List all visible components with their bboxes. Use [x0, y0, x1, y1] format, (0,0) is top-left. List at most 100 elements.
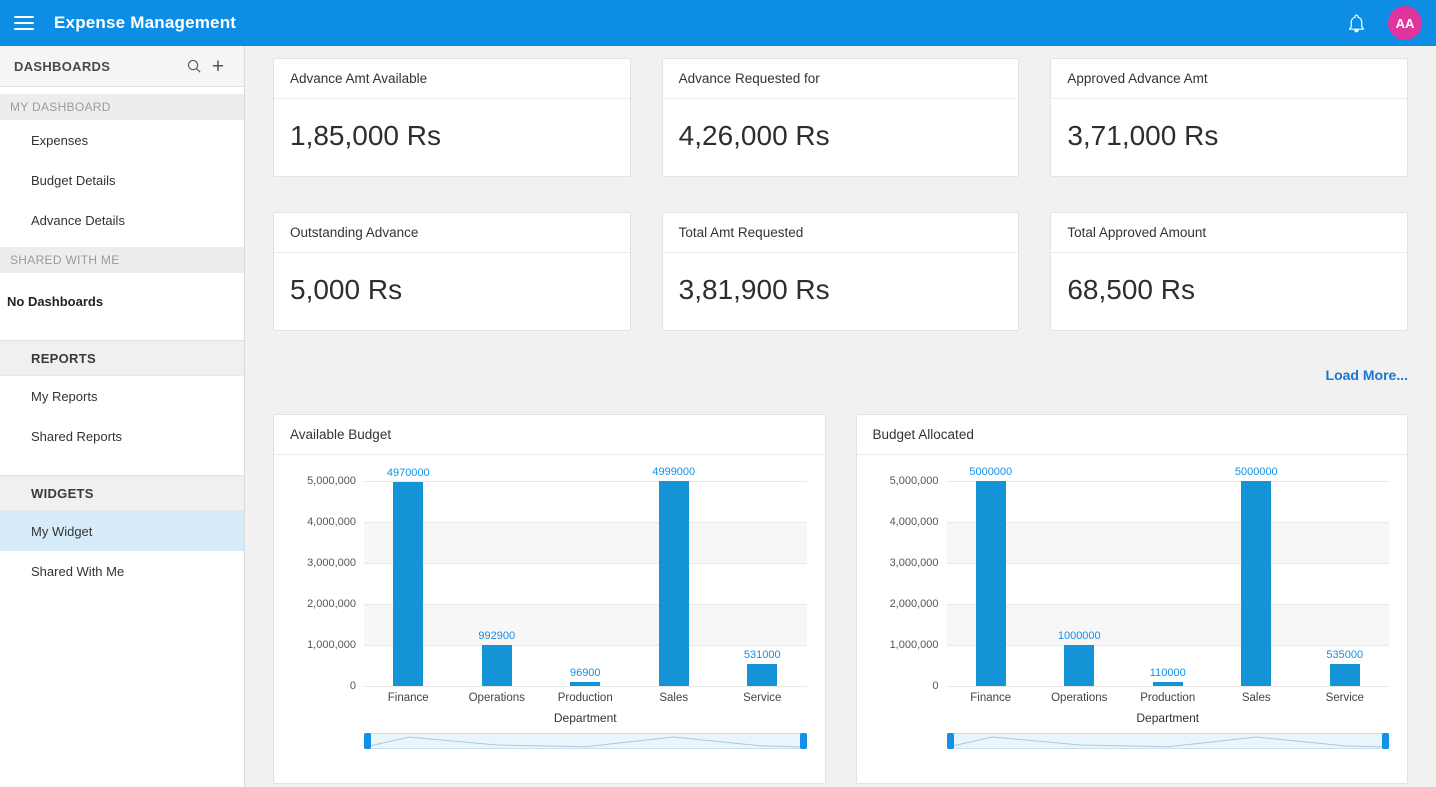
chart-navigator[interactable] [946, 733, 1389, 749]
menu-icon[interactable] [14, 16, 34, 30]
x-tick-label: Operations [468, 692, 525, 704]
widgets-section-header: WIDGETS [0, 475, 244, 511]
x-axis-title: Department [553, 711, 617, 725]
y-tick-label: 0 [932, 680, 939, 692]
sidebar-item-my-reports[interactable]: My Reports [31, 388, 98, 404]
kpi-card-approved-advance-amt: Approved Advance Amt 3,71,000 Rs [1050, 58, 1408, 177]
x-tick-label: Sales [659, 692, 689, 704]
plot-band [946, 604, 1389, 645]
gridline [364, 604, 807, 605]
navigator-left-handle[interactable] [946, 733, 954, 749]
kpi-card-title: Advance Requested for [662, 59, 1019, 99]
plot-band [364, 481, 807, 522]
y-tick-label: 1,000,000 [307, 639, 356, 651]
bar-value-label: 1000000 [1057, 630, 1101, 642]
sidebar-item-my-widget[interactable]: My Widget [0, 511, 244, 551]
bar-value-label: 5000000 [969, 466, 1013, 478]
bar-operations [481, 645, 512, 686]
kpi-card-advance-amt-available: Advance Amt Available 1,85,000 Rs [273, 58, 631, 177]
kpi-card-value: 68,500 Rs [1067, 274, 1195, 305]
plot-band [947, 481, 1390, 522]
y-axis: 0 1,000,000 2,000,000 3,000,000 4,000,000 5,0… [292, 475, 364, 692]
bar-operations [1064, 645, 1095, 686]
dashboards-header-row: DASHBOARDS + [0, 46, 244, 87]
add-dashboard-icon[interactable]: + [206, 54, 230, 78]
gridline [946, 645, 1389, 646]
kpi-card-value: 1,85,000 Rs [290, 120, 441, 151]
gridline [946, 563, 1389, 564]
load-more-row: Load More... [273, 367, 1408, 385]
kpi-card-title: Advance Amt Available [274, 59, 630, 99]
sidebar-item-budget-details[interactable]: Budget Details [31, 172, 116, 188]
navigator-left-handle[interactable] [364, 733, 371, 749]
y-tick-label: 4,000,000 [889, 516, 939, 528]
kpi-card-outstanding-advance: Outstanding Advance 5,000 Rs [273, 212, 631, 331]
x-tick-label: Sales [1241, 692, 1271, 704]
bar-value-label: 531000 [743, 649, 781, 662]
load-more-link[interactable]: Load More... [1325, 367, 1408, 383]
kpi-card-title: Approved Advance Amt [1051, 59, 1407, 99]
navigator-right-handle[interactable] [1382, 733, 1389, 749]
kpi-card-grid: Advance Amt Available 1,85,000 Rs Advanc… [273, 58, 1408, 331]
bar-value-label: 4970000 [386, 467, 430, 480]
x-axis-title: Department [1136, 711, 1200, 725]
kpi-card-value: 3,81,900 Rs [678, 274, 830, 305]
plus-icon: + [211, 54, 225, 78]
chart-available-budget: Available Budget 0 1,000,000 2,000,000 3,00… [273, 414, 826, 784]
chart-navigator[interactable] [364, 733, 807, 749]
bar-sales [658, 481, 689, 686]
bar-value-label: 96900 [569, 667, 601, 680]
y-tick-label: 2,000,000 [889, 598, 939, 610]
y-tick-label: 5,000,000 [307, 475, 356, 487]
gridline [364, 563, 807, 564]
x-tick-label: Production [557, 692, 613, 704]
y-tick-label: 2,000,000 [307, 598, 356, 610]
main-content: Advance Amt Available 1,85,000 Rs Advanc… [245, 46, 1436, 787]
avatar[interactable]: AA [1388, 6, 1422, 40]
charts-grid: Available Budget 0 1,000,000 2,000,000 3,00… [273, 414, 1408, 784]
no-dashboards-text: No Dashboards [7, 293, 104, 309]
navigator-preview-line [948, 737, 1389, 747]
y-axis: 0 1,000,000 2,000,000 3,000,000 4,000,000 5,0… [875, 475, 947, 692]
bar-value-label: 5000000 [1234, 466, 1278, 478]
sidebar-item-expenses[interactable]: Expenses [31, 132, 89, 148]
chart-title: Budget Allocated [856, 415, 1407, 455]
navigator-right-handle[interactable] [799, 733, 807, 749]
gridline [946, 522, 1389, 523]
gridline [946, 481, 1389, 482]
y-tick-label: 1,000,000 [889, 639, 939, 651]
gridline [946, 604, 1389, 605]
plot-band [947, 645, 1390, 686]
kpi-card-value: 5,000 Rs [290, 274, 403, 305]
gridline [364, 522, 807, 523]
bar-production [570, 682, 601, 686]
kpi-card-value: 4,26,000 Rs [678, 120, 830, 151]
sidebar-item-shared-reports[interactable]: Shared Reports [31, 428, 123, 444]
plot-area: 4970000 992900 96900 4999000 531000 [364, 466, 807, 687]
chart-body: 0 1,000,000 2,000,000 3,000,000 4,000,000 5,0… [857, 455, 1408, 749]
plot-band [946, 522, 1389, 563]
notifications-icon[interactable] [1344, 11, 1368, 35]
search-icon[interactable] [182, 54, 206, 78]
bar-value-label: 535000 [1326, 649, 1364, 662]
x-tick-label: Finance [970, 692, 1012, 704]
y-tick-label: 3,000,000 [307, 557, 356, 569]
topbar-actions: AA [1344, 6, 1422, 40]
sidebar-item-advance-details[interactable]: Advance Details [31, 212, 125, 228]
gridline [364, 645, 807, 646]
sidebar-item-widgets-shared-with-me[interactable]: Shared With Me [31, 563, 125, 579]
bar-value-label: 4999000 [652, 466, 696, 479]
navigator-preview-line [365, 737, 806, 747]
x-tick-label: Service [1325, 692, 1364, 704]
reports-section-header: REPORTS [0, 340, 244, 376]
x-labels: Finance Operations Production Sales Service [364, 692, 807, 704]
bar-sales [1241, 481, 1272, 686]
kpi-card-advance-requested-for: Advance Requested for 4,26,000 Rs [661, 58, 1020, 177]
bar-finance [975, 481, 1006, 686]
plot-band [364, 645, 807, 686]
kpi-card-title: Total Approved Amount [1051, 213, 1407, 253]
x-tick-label: Finance [387, 692, 429, 704]
plot-band [364, 563, 807, 604]
bar-value-label: 110000 [1149, 666, 1186, 679]
